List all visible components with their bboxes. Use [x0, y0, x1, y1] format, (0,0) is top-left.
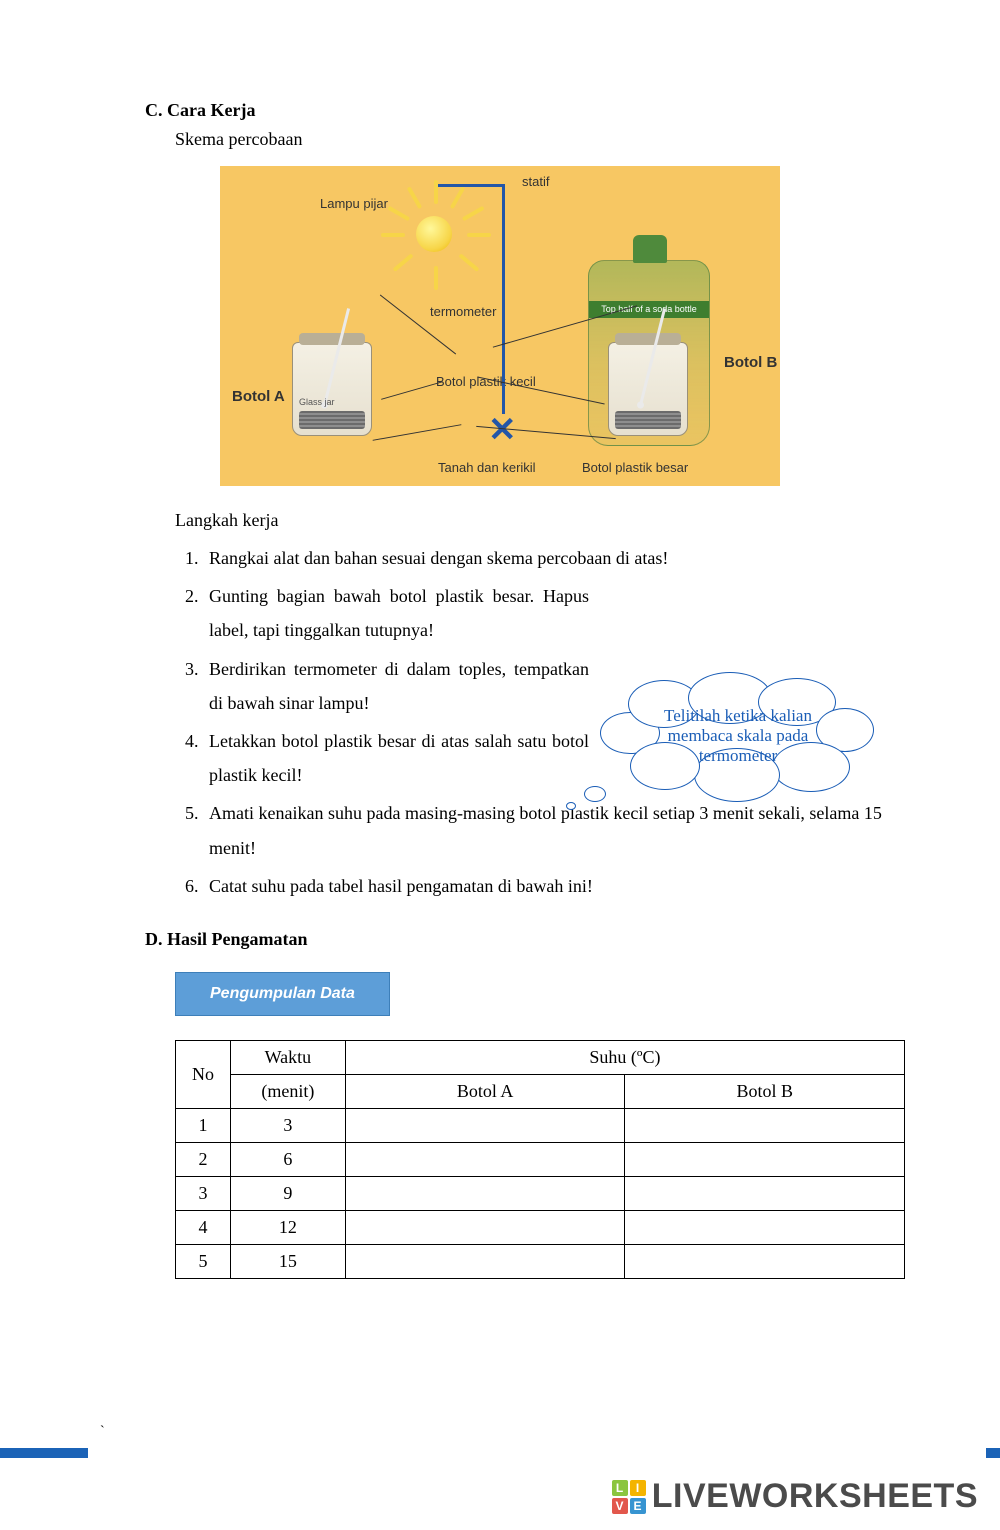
table-row: 515	[176, 1244, 905, 1278]
diagram-line	[381, 381, 443, 400]
cell-botol-a[interactable]	[345, 1108, 625, 1142]
step-text: Catat suhu pada tabel hasil pengamatan d…	[209, 876, 593, 896]
cell-no: 1	[176, 1108, 231, 1142]
cell-botol-a[interactable]	[345, 1244, 625, 1278]
th-botol-a: Botol A	[345, 1074, 625, 1108]
diagram-line	[477, 376, 604, 404]
section-d-marker: D.	[145, 929, 163, 949]
cell-no: 5	[176, 1244, 231, 1278]
observation-table: No Waktu Suhu (ºC) (menit) Botol A Botol…	[175, 1040, 905, 1279]
th-botol-b: Botol B	[625, 1074, 905, 1108]
section-c-heading: C. Cara Kerja	[145, 100, 885, 121]
section-c-title: Cara Kerja	[167, 100, 255, 120]
table-row: 13	[176, 1108, 905, 1142]
cell-no: 2	[176, 1142, 231, 1176]
lamp-bulb-icon	[416, 216, 452, 252]
watermark-text: LIVEWORKSHEETS	[652, 1477, 978, 1516]
th-suhu: Suhu (ºC)	[345, 1040, 904, 1074]
footer-tick: `	[100, 1424, 105, 1440]
diagram-line	[373, 424, 462, 441]
label-botol-besar: Botol plastik besar	[582, 460, 688, 475]
diagram-container: Lampu pijar statif termometer Botol A Bo…	[115, 166, 885, 486]
cell-botol-a[interactable]	[345, 1176, 625, 1210]
th-waktu-bottom: (menit)	[230, 1074, 345, 1108]
cell-botol-b[interactable]	[625, 1142, 905, 1176]
table-row: 26	[176, 1142, 905, 1176]
cell-botol-a[interactable]	[345, 1142, 625, 1176]
label-tanah: Tanah dan kerikil	[438, 460, 536, 475]
data-collection-badge: Pengumpulan Data	[175, 972, 390, 1016]
table-row: 412	[176, 1210, 905, 1244]
step-text: Gunting bagian bawah botol plastik besar…	[209, 579, 589, 647]
experiment-diagram: Lampu pijar statif termometer Botol A Bo…	[220, 166, 780, 486]
cell-no: 3	[176, 1176, 231, 1210]
cloud-text: Telitilah ketika kalian membaca skala pa…	[612, 688, 864, 784]
table-header-row: (menit) Botol A Botol B	[176, 1074, 905, 1108]
footer-bar-right	[986, 1448, 1000, 1458]
table-row: 39	[176, 1176, 905, 1210]
stand-vertical	[502, 184, 505, 414]
liveworksheets-badge-icon: LIVE	[612, 1480, 646, 1514]
liveworksheets-watermark: LIVE LIVEWORKSHEETS	[612, 1477, 978, 1516]
section-d-title: Hasil Pengamatan	[167, 929, 308, 949]
label-statif: statif	[522, 174, 549, 189]
th-waktu-top: Waktu	[230, 1040, 345, 1074]
cell-botol-b[interactable]	[625, 1176, 905, 1210]
jar-a-glass-label: Glass jar	[299, 397, 335, 407]
cell-waktu: 3	[230, 1108, 345, 1142]
step-item: Rangkai alat dan bahan sesuai dengan ske…	[203, 541, 885, 575]
cell-waktu: 9	[230, 1176, 345, 1210]
step-text: Rangkai alat dan bahan sesuai dengan ske…	[209, 548, 668, 568]
cell-botol-b[interactable]	[625, 1244, 905, 1278]
stand-horizontal	[434, 184, 504, 187]
cell-waktu: 12	[230, 1210, 345, 1244]
label-botol-a: Botol A	[232, 388, 285, 405]
cell-botol-b[interactable]	[625, 1210, 905, 1244]
step-item: Catat suhu pada tabel hasil pengamatan d…	[203, 869, 885, 903]
th-no: No	[176, 1040, 231, 1108]
step-item: Gunting bagian bawah botol plastik besar…	[203, 579, 885, 647]
step-text: Letakkan botol plastik besar di atas sal…	[209, 724, 589, 792]
section-d-heading: D. Hasil Pengamatan	[145, 929, 885, 950]
label-lampu: Lampu pijar	[320, 196, 388, 211]
jar-b-icon	[608, 342, 688, 436]
steps-title: Langkah kerja	[175, 510, 885, 531]
label-botol-b: Botol B	[724, 354, 777, 371]
cell-botol-b[interactable]	[625, 1108, 905, 1142]
cell-waktu: 15	[230, 1244, 345, 1278]
thought-cloud: Telitilah ketika kalian membaca skala pa…	[600, 684, 880, 814]
jar-a-icon: Glass jar	[292, 342, 372, 436]
label-termometer: termometer	[430, 304, 496, 319]
cell-waktu: 6	[230, 1142, 345, 1176]
cell-botol-a[interactable]	[345, 1210, 625, 1244]
cell-no: 4	[176, 1210, 231, 1244]
cloud-tail-icon	[584, 786, 606, 802]
section-c-marker: C.	[145, 100, 163, 120]
big-bottle-label: Top half of a soda bottle	[589, 301, 709, 318]
schema-subtitle: Skema percobaan	[175, 129, 885, 150]
cloud-tail-icon	[566, 802, 576, 810]
footer-bar-left	[0, 1448, 88, 1458]
table-header-row: No Waktu Suhu (ºC)	[176, 1040, 905, 1074]
step-text: Berdirikan termometer di dalam toples, t…	[209, 652, 589, 720]
